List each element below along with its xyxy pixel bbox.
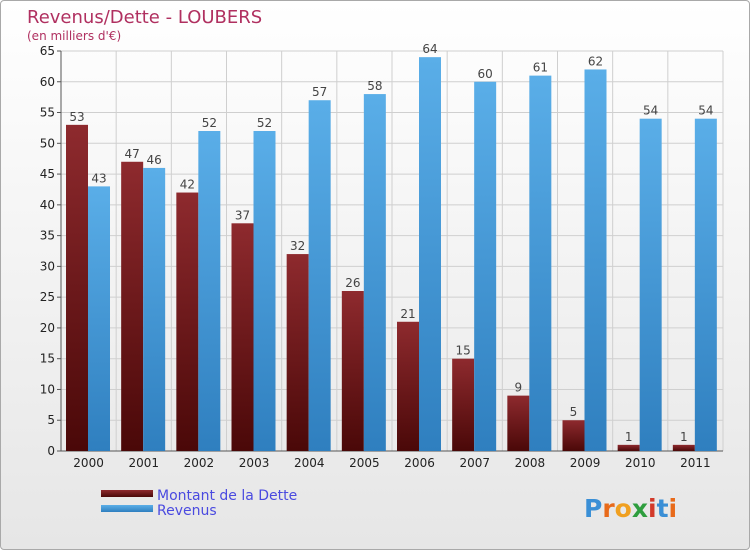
data-label: 5 [570,405,578,419]
bar-dette [397,321,419,451]
x-tick-label: 2010 [625,456,656,470]
bar-revenus [198,131,221,451]
y-tick-label: 55 [40,106,55,120]
data-label: 21 [400,307,415,321]
bar-revenus [639,118,662,451]
proxiti-logo: Proxiti [584,494,677,523]
y-tick-label: 35 [40,229,55,243]
x-tick-label: 2003 [239,456,270,470]
data-label: 1 [680,430,688,444]
bar-dette [176,192,199,452]
data-label: 64 [422,42,437,56]
y-tick-label: 20 [40,321,55,335]
bar-dette [672,444,695,451]
legend-swatch-debt [101,490,153,497]
bars [66,57,717,452]
data-label: 54 [698,104,713,118]
data-label: 57 [312,85,327,99]
data-label: 52 [257,116,272,130]
y-tick-label: 60 [40,75,55,89]
data-label: 26 [345,276,360,290]
y-tick-label: 0 [47,444,55,458]
data-label: 47 [125,147,140,161]
x-tick-label: 2006 [404,456,435,470]
data-label: 15 [456,344,471,358]
bar-dette [66,124,88,451]
bar-revenus [694,118,717,451]
bar-revenus [253,131,276,451]
y-tick-label: 10 [40,382,55,396]
data-label: 52 [202,116,217,130]
data-label: 9 [515,381,523,395]
data-label: 60 [478,67,493,81]
bar-dette [617,444,640,451]
data-label: 37 [235,208,250,222]
data-label: 62 [588,54,603,68]
bar-revenus [88,186,110,451]
bar-dette [286,254,309,451]
data-label: 58 [367,79,382,93]
x-tick-label: 2001 [128,456,159,470]
chart-subtitle: (en milliers d'€) [27,29,121,43]
grid [57,50,724,452]
y-tick-label: 5 [47,413,55,427]
data-label: 61 [533,61,548,75]
legend: Montant de la Dette Revenus [101,488,297,519]
x-tick-label: 2008 [515,456,546,470]
bar-dette [341,291,364,451]
bar-dette [507,395,530,451]
data-label: 43 [91,171,106,185]
bar-dette [452,358,475,451]
x-tick-label: 2004 [294,456,325,470]
legend-label-debt: Montant de la Dette [157,488,297,504]
data-label: 1 [625,430,633,444]
x-tick-label: 2000 [73,456,104,470]
y-tick-label: 50 [40,136,55,150]
bar-revenus [529,75,552,451]
x-tick-label: 2007 [459,456,490,470]
bar-dette [121,161,144,451]
x-tick-label: 2009 [570,456,601,470]
chart-title: Revenus/Dette - LOUBERS [27,7,262,28]
data-label: 32 [290,239,305,253]
x-tick-label: 2002 [184,456,215,470]
x-tick-label: 2011 [680,456,711,470]
x-tick-label: 2005 [349,456,380,470]
bar-revenus [143,167,166,451]
legend-label-revenus: Revenus [157,503,217,519]
svg-text:Proxiti: Proxiti [584,494,677,523]
data-label: 46 [147,153,162,167]
bar-revenus [419,57,441,452]
bar-revenus [474,81,497,452]
y-tick-label: 45 [40,167,55,181]
bar-revenus [308,100,331,451]
y-tick-label: 30 [40,259,55,273]
bar-revenus [363,94,386,452]
bar-revenus [584,69,607,451]
data-label: 53 [69,110,84,124]
data-label: 54 [643,104,658,118]
bar-dette [231,223,254,451]
data-label: 42 [180,178,195,192]
y-tick-label: 15 [40,352,55,366]
y-tick-label: 65 [40,44,55,58]
bar-dette [562,420,585,451]
y-tick-label: 40 [40,198,55,212]
y-tick-label: 25 [40,290,55,304]
legend-swatch-revenus [101,505,153,512]
